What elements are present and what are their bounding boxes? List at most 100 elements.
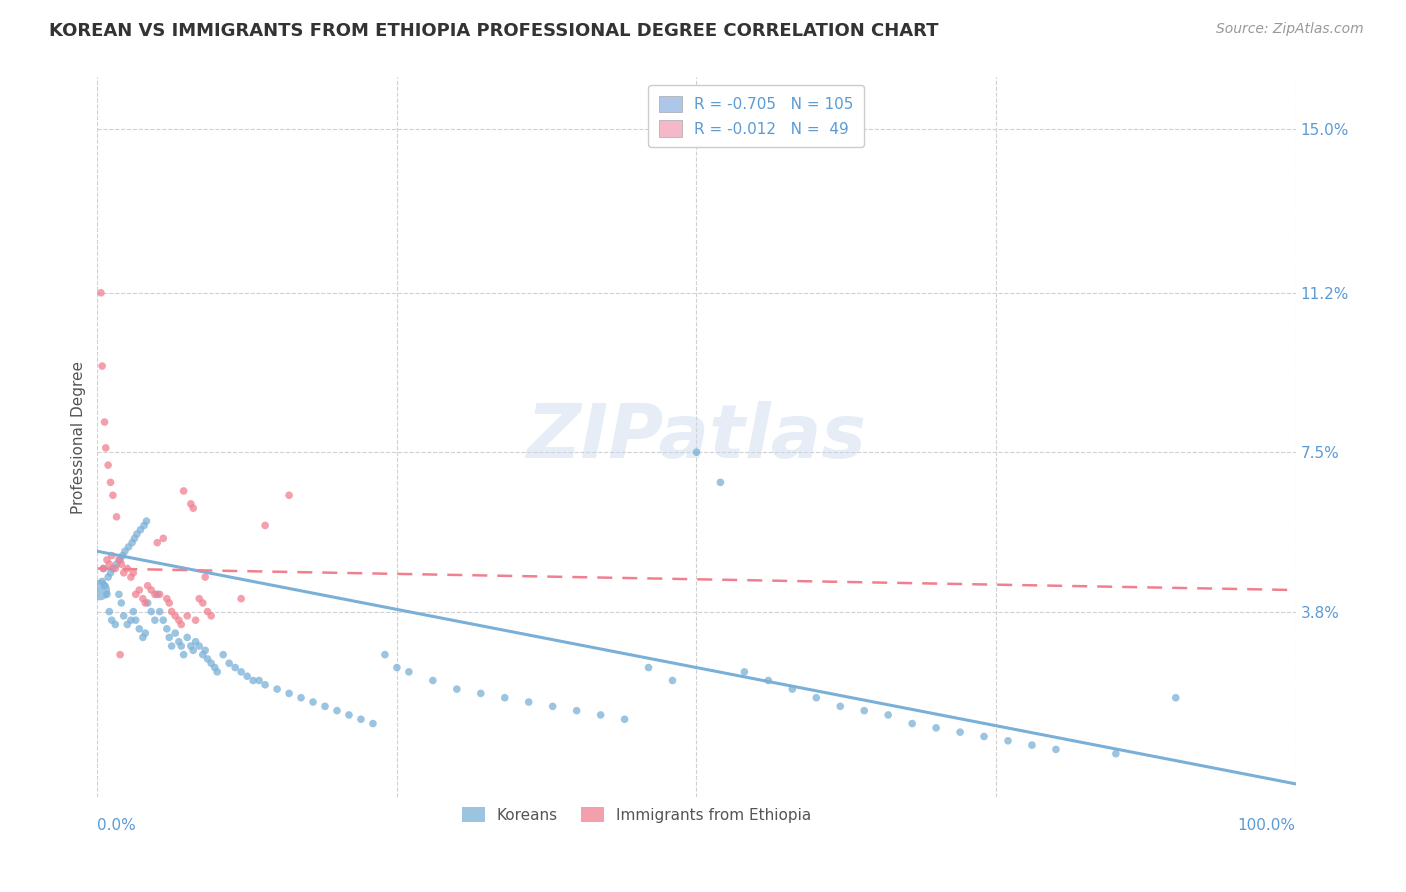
- Point: [122, 605, 145, 619]
- Point: [204, 660, 226, 674]
- Point: [1021, 738, 1043, 752]
- Point: [125, 613, 148, 627]
- Point: [1045, 742, 1067, 756]
- Point: [98, 557, 121, 571]
- Point: [96, 587, 118, 601]
- Point: [105, 557, 128, 571]
- Point: [184, 613, 207, 627]
- Point: [132, 631, 155, 645]
- Point: [101, 488, 124, 502]
- Point: [91, 574, 114, 589]
- Point: [685, 445, 707, 459]
- Point: [93, 561, 115, 575]
- Point: [181, 643, 204, 657]
- Point: [114, 544, 136, 558]
- Point: [90, 285, 112, 300]
- Point: [194, 643, 217, 657]
- Point: [218, 657, 240, 671]
- Point: [613, 712, 636, 726]
- Point: [165, 608, 187, 623]
- Point: [117, 561, 139, 575]
- Point: [173, 648, 195, 662]
- Point: [91, 359, 114, 373]
- Point: [149, 587, 172, 601]
- Point: [167, 613, 190, 627]
- Text: 0.0%: 0.0%: [97, 818, 136, 833]
- Point: [108, 553, 131, 567]
- Point: [385, 660, 408, 674]
- Point: [374, 648, 396, 662]
- Point: [997, 733, 1019, 747]
- Point: [124, 532, 146, 546]
- Point: [111, 549, 134, 563]
- Text: KOREAN VS IMMIGRANTS FROM ETHIOPIA PROFESSIONAL DEGREE CORRELATION CHART: KOREAN VS IMMIGRANTS FROM ETHIOPIA PROFE…: [49, 22, 939, 40]
- Point: [132, 591, 155, 606]
- Point: [470, 686, 492, 700]
- Point: [97, 458, 120, 472]
- Point: [661, 673, 683, 688]
- Point: [170, 617, 193, 632]
- Point: [782, 682, 804, 697]
- Point: [89, 582, 111, 597]
- Y-axis label: Professional Degree: Professional Degree: [72, 360, 86, 514]
- Point: [191, 596, 214, 610]
- Point: [156, 591, 179, 606]
- Point: [254, 518, 277, 533]
- Point: [132, 518, 155, 533]
- Point: [188, 639, 211, 653]
- Point: [224, 660, 246, 674]
- Point: [541, 699, 564, 714]
- Point: [146, 535, 169, 549]
- Point: [105, 509, 128, 524]
- Point: [314, 699, 336, 714]
- Point: [302, 695, 325, 709]
- Point: [100, 475, 122, 490]
- Point: [93, 579, 115, 593]
- Text: Source: ZipAtlas.com: Source: ZipAtlas.com: [1216, 22, 1364, 37]
- Point: [94, 441, 117, 455]
- Point: [157, 596, 180, 610]
- Point: [181, 501, 204, 516]
- Point: [157, 631, 180, 645]
- Point: [231, 591, 253, 606]
- Point: [180, 497, 202, 511]
- Point: [197, 652, 219, 666]
- Point: [197, 605, 219, 619]
- Point: [278, 488, 301, 502]
- Point: [254, 678, 277, 692]
- Point: [97, 570, 120, 584]
- Point: [290, 690, 312, 705]
- Point: [93, 561, 115, 575]
- Point: [830, 699, 852, 714]
- Point: [120, 570, 142, 584]
- Point: [806, 690, 828, 705]
- Point: [146, 587, 169, 601]
- Point: [565, 704, 588, 718]
- Point: [709, 475, 731, 490]
- Point: [205, 665, 228, 679]
- Point: [112, 566, 135, 580]
- Point: [125, 587, 148, 601]
- Legend: Koreans, Immigrants from Ethiopia: Koreans, Immigrants from Ethiopia: [456, 800, 817, 829]
- Point: [266, 682, 288, 697]
- Point: [236, 669, 259, 683]
- Point: [901, 716, 924, 731]
- Point: [110, 596, 132, 610]
- Point: [108, 553, 131, 567]
- Point: [141, 605, 163, 619]
- Point: [180, 639, 202, 653]
- Point: [733, 665, 755, 679]
- Point: [165, 626, 187, 640]
- Point: [194, 570, 217, 584]
- Text: ZIPatlas: ZIPatlas: [526, 401, 866, 474]
- Point: [108, 587, 131, 601]
- Point: [1164, 690, 1187, 705]
- Point: [637, 660, 659, 674]
- Point: [160, 605, 183, 619]
- Point: [200, 657, 222, 671]
- Point: [96, 553, 118, 567]
- Point: [100, 549, 122, 563]
- Point: [143, 613, 166, 627]
- Point: [125, 527, 148, 541]
- Point: [120, 613, 142, 627]
